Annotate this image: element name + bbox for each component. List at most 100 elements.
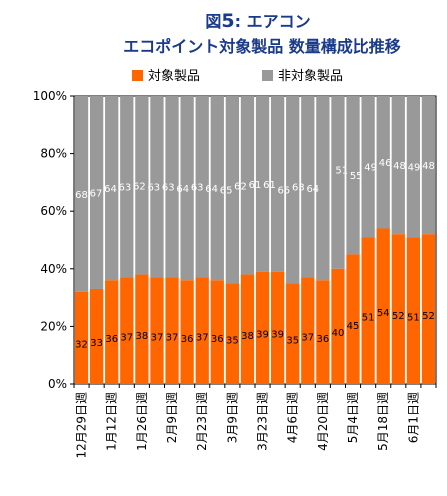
bar-non-target [74,96,89,292]
bar-non-target [135,96,149,275]
data-label-non-target: 51 [335,165,348,176]
bar-non-target [180,96,194,281]
bar-non-target [255,96,270,272]
x-tick-label: 5月18日週 [376,392,390,451]
bar-non-target [346,96,360,255]
legend-swatch-target [132,70,143,81]
data-label-target: 35 [226,335,239,346]
data-label-target: 52 [422,311,435,322]
y-tick-label: 20% [40,319,67,333]
data-label-non-target: 62 [234,181,247,192]
data-label-non-target: 63 [191,183,204,194]
bar-non-target [391,96,405,235]
bar-non-target [316,96,330,281]
data-label-target: 36 [181,334,194,345]
bar-target [210,280,224,384]
bars-group [74,96,436,384]
bar-target [195,277,209,384]
data-label-target: 37 [120,332,133,343]
data-label-target: 40 [332,328,345,339]
data-label-target: 51 [362,312,375,323]
bar-non-target [120,96,134,278]
bar-target [286,283,300,384]
data-label-target: 45 [347,321,360,332]
bar-target [421,234,436,384]
bar-non-target [406,96,421,238]
data-label-non-target: 48 [422,161,435,172]
bar-target [74,291,89,384]
bar-target [105,280,119,384]
data-label-non-target: 48 [393,161,406,172]
data-label-target: 38 [136,331,149,342]
data-label-non-target: 65 [278,186,291,197]
x-tick-label: 2月23日週 [195,392,209,451]
data-label-target: 36 [105,334,118,345]
legend-label-target: 対象製品 [148,69,200,84]
chart-title: 図5: エアコン [205,10,310,32]
bar-non-target [286,96,300,284]
bar-target [406,237,421,384]
data-label-non-target: 46 [379,158,392,169]
bar-target [316,280,330,384]
x-tick-label: 1月26日週 [135,392,149,451]
x-tick-label: 1月12日週 [105,392,119,451]
y-tick-label: 100% [33,89,67,103]
data-label-non-target: 68 [75,190,88,201]
data-label-target: 32 [75,340,88,351]
y-tick-label: 40% [40,262,67,276]
bar-target [89,288,104,384]
data-label-non-target: 49 [408,163,421,174]
data-label-target: 36 [211,334,224,345]
y-tick-label: 0% [48,377,67,391]
bar-target [376,228,390,384]
bar-target [270,271,285,384]
bar-non-target [421,96,436,235]
data-label-non-target: 64 [104,184,117,195]
bar-target [255,271,270,384]
chart-subtitle: エコポイント対象製品 数量構成比推移 [123,37,401,56]
bar-target [150,277,164,384]
bar-target [391,234,405,384]
bar-non-target [240,96,255,275]
bar-non-target [150,96,164,278]
x-axis: 12月29日週 1月12日週 1月26日週 2月9日週 2月23日週 3月9日週 3月23日… [73,384,437,459]
bar-non-target [361,96,375,238]
y-tick-label: 60% [40,204,67,218]
x-tick-label: 4月6日週 [286,392,300,443]
data-label-target: 39 [256,330,269,341]
y-axis: 0% 20% 40% 60% 80% 100% [33,89,74,391]
bar-target [331,268,345,384]
title-prefix: 図 [205,12,221,31]
data-label-target: 37 [196,332,209,343]
bar-target [301,277,315,384]
data-label-target: 37 [166,332,179,343]
bar-non-target [301,96,315,278]
data-label-target: 37 [151,332,164,343]
bar-target [361,237,375,384]
data-label-target: 39 [271,330,284,341]
bar-non-target [165,96,179,278]
data-label-non-target: 55 [350,171,363,182]
data-label-target: 33 [90,338,103,349]
bar-target [135,274,149,384]
legend-label-non-target: 非対象製品 [278,69,343,84]
data-label-non-target: 63 [147,183,160,194]
x-tick-label: 3月9日週 [225,392,239,443]
data-label-non-target: 61 [263,180,276,191]
bar-non-target [225,96,240,284]
data-label-non-target: 63 [292,183,305,194]
bar-non-target [376,96,390,229]
data-label-non-target: 49 [364,163,377,174]
data-label-target: 37 [301,332,314,343]
data-label-target: 52 [392,311,405,322]
bar-non-target [195,96,209,278]
x-tick-label: 3月23日週 [256,392,270,451]
data-label-non-target: 61 [249,180,262,191]
x-tick-label: 2月9日週 [165,392,179,443]
data-label-target: 54 [377,308,390,319]
bar-non-target [89,96,104,289]
bar-target [225,283,240,384]
x-tick-label: 12月29日週 [75,392,89,459]
